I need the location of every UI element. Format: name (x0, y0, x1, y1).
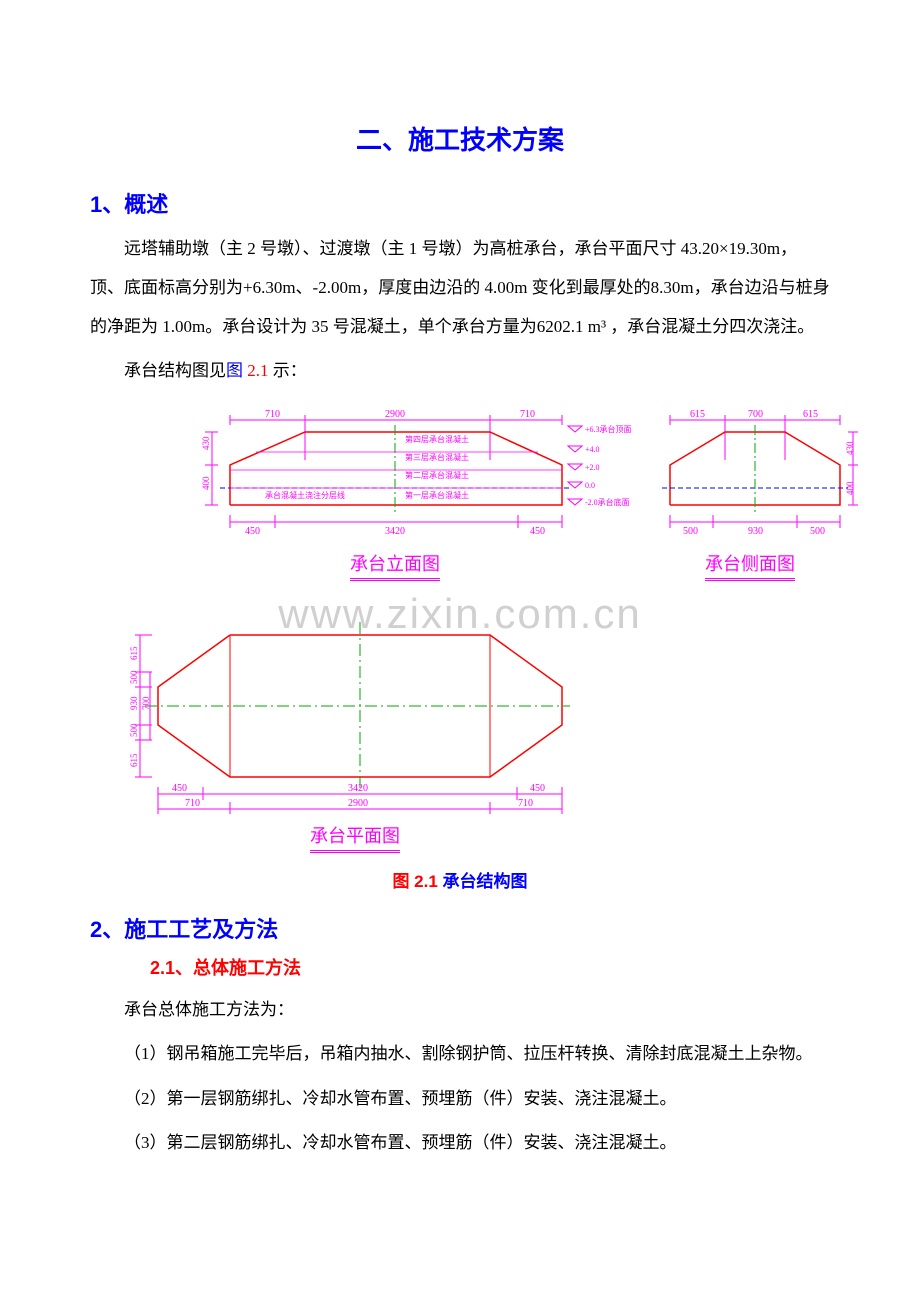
elevation-label: 承台立面图 (350, 550, 440, 581)
mark-4-0: +4.0 (585, 445, 600, 454)
mark-0-0: 0.0 (585, 481, 595, 490)
bdim-450: 450 (245, 526, 260, 537)
side-diagram: 615 700 615 430 400 (662, 409, 858, 537)
pvdim-700: 700 (141, 696, 151, 710)
pbdim-710: 710 (185, 798, 200, 809)
page-title: 二、施工技术方案 (90, 120, 830, 157)
svdim-400: 400 (845, 481, 855, 495)
section-2-para-2: （1）钢吊箱施工完毕后，吊箱内抽水、割除钢护筒、拉压杆转换、清除封底混凝土上杂物… (90, 1034, 830, 1073)
bdim-3420: 3420 (385, 526, 405, 537)
figure-caption: 图 2.1 承台结构图 (90, 867, 830, 892)
sbdim-500b: 500 (810, 526, 825, 537)
section-1-heading: 1、概述 (90, 187, 830, 219)
pvdim-615b: 615 (130, 753, 139, 767)
bdim-450b: 450 (530, 526, 545, 537)
section-1-para-2: 承台结构图见图 2.1 示： (90, 351, 830, 390)
caption-txt: 承台结构图 (438, 872, 528, 891)
pbdim-710b: 710 (518, 798, 533, 809)
pbdim-2900: 2900 (348, 798, 368, 809)
fig-ref: 图 (226, 361, 247, 380)
pvdim-615: 615 (130, 646, 139, 660)
elevation-diagram: 710 2900 710 第四层承台混凝土 第三层承台混凝土 第二层承台混凝土 … (201, 409, 632, 537)
pbdim-450b: 450 (530, 783, 545, 794)
layer4-text: 第四层承台混凝土 (405, 434, 469, 444)
mark-6-3: +6.3承台顶面 (585, 424, 632, 434)
section-2-para-4: （3）第二层钢筋绑扎、冷却水管布置、预埋筋（件）安装、浇注混凝土。 (90, 1123, 830, 1162)
section-2-heading: 2、施工工艺及方法 (90, 912, 830, 944)
sdim-615: 615 (690, 409, 705, 420)
sdim-700: 700 (748, 409, 763, 420)
text-post: 示： (269, 361, 307, 380)
dim-2900: 2900 (385, 409, 405, 420)
side-label: 承台侧面图 (705, 550, 795, 581)
text-pre: 承台结构图见 (124, 361, 226, 380)
svdim-430: 430 (845, 441, 855, 455)
pbdim-450: 450 (172, 783, 187, 794)
caption-num: 图 2.1 (392, 872, 437, 891)
mark-2-0: +2.0 (585, 463, 600, 472)
plan-svg: 615 500 700 930 500 615 450 3420 450 710… (130, 602, 570, 852)
section-2-para-1: 承台总体施工方法为： (90, 990, 830, 1029)
dim-710b: 710 (520, 409, 535, 420)
fig-num: 2.1 (247, 361, 268, 380)
vdim-430: 430 (201, 436, 211, 450)
layer2-text: 第二层承台混凝土 (405, 470, 469, 480)
layer-note: 承台混凝土浇注分层线 (265, 490, 345, 500)
pbdim-3420: 3420 (348, 783, 368, 794)
figure-2-1: 710 2900 710 第四层承台混凝土 第三层承台混凝土 第二层承台混凝土 … (130, 400, 830, 852)
section-1-para-1: 远塔辅助墩（主 2 号墩）、过渡墩（主 1 号墩）为高桩承台，承台平面尺寸 43… (90, 229, 830, 346)
dim-710: 710 (265, 409, 280, 420)
section-2-1-heading: 2.1、总体施工方法 (150, 954, 830, 980)
sbdim-500: 500 (683, 526, 698, 537)
plan-label: 承台平面图 (310, 822, 400, 853)
pvdim-500: 500 (130, 670, 139, 684)
layer3-text: 第三层承台混凝土 (405, 452, 469, 462)
mark-m2-0: -2.0承台底面 (585, 497, 630, 507)
section-2-para-3: （2）第一层钢筋绑扎、冷却水管布置、预埋筋（件）安装、浇注混凝土。 (90, 1079, 830, 1118)
pvdim-500b: 500 (130, 723, 139, 737)
sbdim-930: 930 (748, 526, 763, 537)
layer1-text: 第一层承台混凝土 (405, 490, 469, 500)
vdim-400: 400 (201, 476, 211, 490)
pvdim-930: 930 (130, 696, 139, 710)
sdim-615b: 615 (803, 409, 818, 420)
